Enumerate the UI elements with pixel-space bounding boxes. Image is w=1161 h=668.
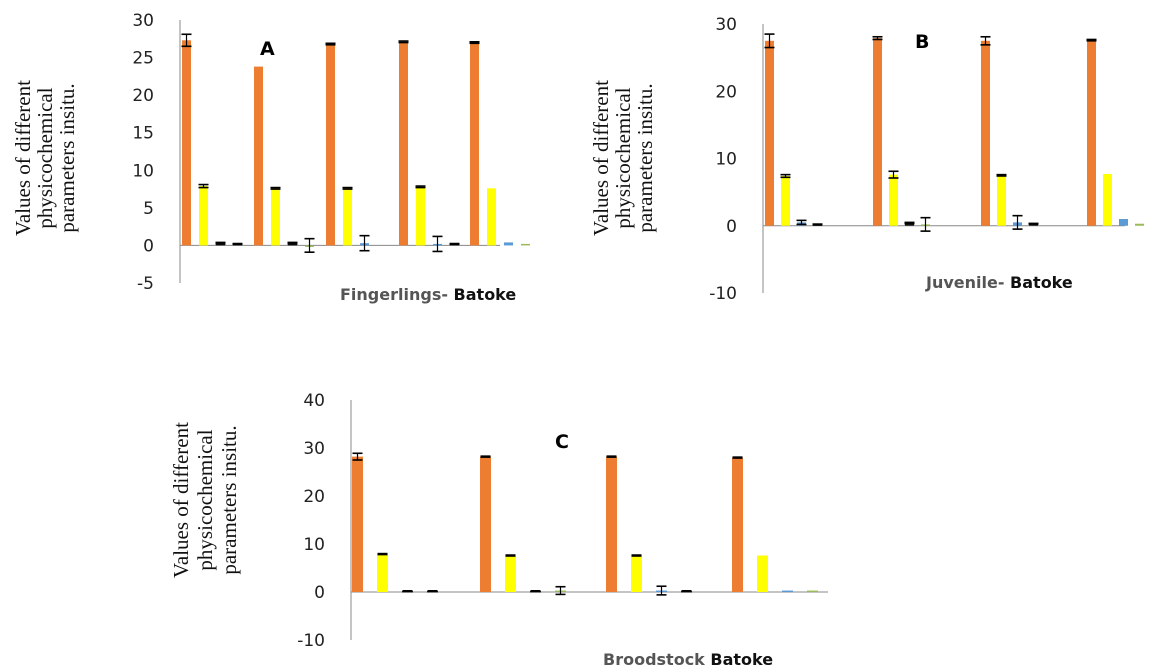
bar	[765, 40, 774, 226]
x-axis-title-part: Broodstock	[603, 650, 710, 668]
y-tick-label: 40	[303, 391, 325, 411]
chart-panel-b: -10 0 10 20 30 B Juvenile- Batoke Values of dif…	[589, 15, 1144, 304]
y-tick-label: -10	[709, 284, 737, 304]
bar	[757, 555, 768, 592]
y-axis-label-line: parameters insitu.	[55, 83, 79, 232]
x-axis-title: Fingerlings- Batoke	[340, 285, 516, 304]
bar	[1119, 219, 1128, 226]
x-axis-title: Broodstock Batoke	[603, 650, 773, 668]
bar	[254, 66, 263, 246]
y-axis-label-line: Values of different	[169, 422, 193, 578]
y-axis-label-line: parameters insitu.	[217, 425, 241, 574]
y-tick-label: 10	[303, 535, 325, 555]
chart-panel-a: -5 0 5 10 15 20 25 30 A Fingerlings- Batoke Values…	[11, 11, 530, 304]
bar	[470, 42, 479, 246]
bar	[504, 242, 513, 246]
bar	[377, 554, 388, 592]
bar	[631, 555, 642, 592]
bar	[399, 41, 408, 246]
y-tick-label: 30	[715, 15, 737, 35]
y-tick-label: 20	[132, 86, 154, 106]
y-tick-label: 20	[303, 487, 325, 507]
bar	[343, 188, 352, 246]
bar	[199, 186, 208, 246]
y-axis-label-line: parameters insitu.	[633, 83, 657, 232]
y-tick-label: -5	[137, 274, 154, 294]
bar	[1135, 223, 1144, 226]
bar	[782, 590, 793, 593]
panel-letter: B	[915, 31, 929, 53]
y-axis-label-line: physicochemical	[611, 87, 635, 228]
y-tick-label: 0	[143, 236, 154, 256]
bar	[487, 188, 496, 246]
y-axis-label-line: Values of different	[11, 80, 35, 236]
y-tick-label: 15	[132, 124, 154, 144]
chart-panel-c: -10 0 10 20 30 40 C Broodstock Batoke Values of …	[169, 391, 828, 668]
x-axis-title-part: Batoke	[1010, 273, 1073, 292]
y-axis-label-line: Values of different	[589, 80, 613, 236]
x-axis-title-part: Batoke	[454, 285, 517, 304]
panel-letter: A	[260, 38, 275, 60]
y-tick-label: 0	[314, 583, 325, 603]
bar	[521, 243, 530, 246]
y-tick-label: 20	[715, 82, 737, 102]
y-axis-label-line: physicochemical	[33, 87, 57, 228]
bar	[271, 188, 280, 246]
y-tick-label: 10	[132, 161, 154, 181]
bar	[1103, 173, 1112, 226]
bar	[997, 175, 1006, 226]
panel-letter: C	[555, 431, 569, 453]
x-axis-title: Juvenile- Batoke	[925, 273, 1073, 292]
bar	[352, 456, 363, 592]
y-tick-label: 30	[303, 439, 325, 459]
bar	[873, 38, 882, 226]
x-axis-title-part: Fingerlings-	[340, 285, 454, 304]
y-axis-label: Values of differentphysicochemicalparame…	[11, 80, 79, 236]
y-axis-label-line: physicochemical	[193, 429, 217, 570]
y-tick-label: 10	[715, 150, 737, 170]
bar	[1087, 40, 1096, 226]
y-tick-label: -10	[297, 631, 325, 651]
y-axis-label: Values of differentphysicochemicalparame…	[589, 80, 657, 236]
y-tick-label: 25	[132, 49, 154, 69]
bar	[732, 457, 743, 592]
bar	[505, 555, 516, 592]
y-tick-label: 0	[726, 217, 737, 237]
bar	[781, 175, 790, 226]
bar	[807, 590, 818, 593]
y-tick-label: 5	[143, 199, 154, 219]
bar	[326, 44, 335, 246]
x-axis-title-part: Juvenile-	[925, 273, 1010, 292]
x-axis-title-part: Batoke	[710, 650, 773, 668]
bar	[480, 456, 491, 592]
y-tick-label: 30	[132, 11, 154, 31]
bar	[606, 456, 617, 592]
bar	[416, 186, 425, 246]
bar	[981, 40, 990, 226]
bar	[889, 174, 898, 226]
bar	[182, 40, 191, 246]
